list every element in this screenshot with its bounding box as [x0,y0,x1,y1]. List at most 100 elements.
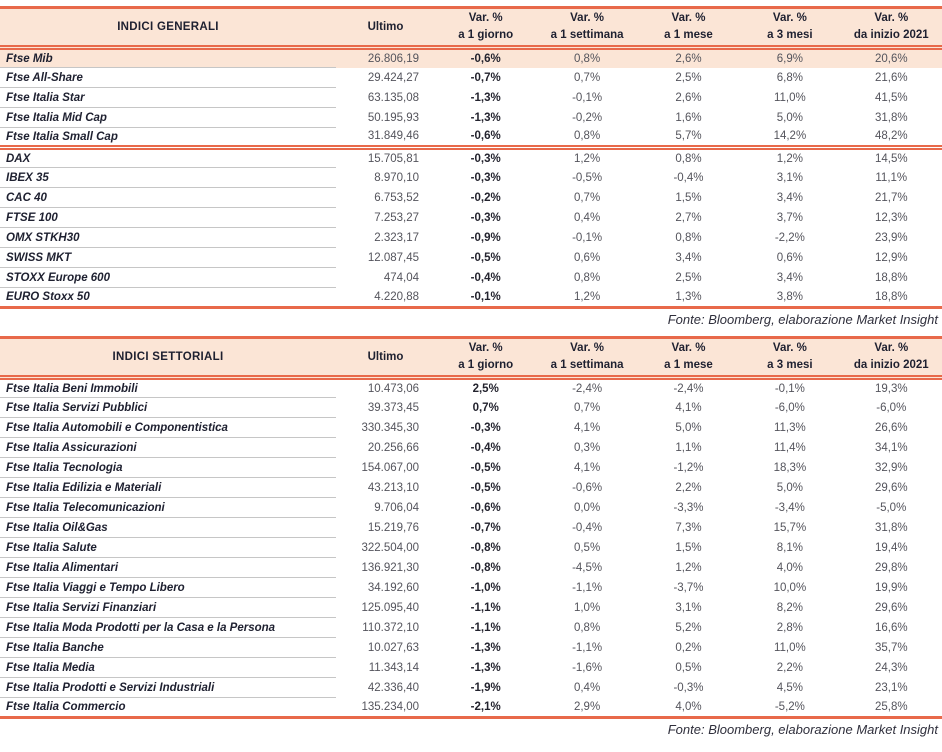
var-1-day: -1,3% [470,661,501,674]
var-1-month: 1,3% [675,290,702,303]
last-value: 9.706,04 [374,501,419,514]
index-name: Ftse Italia Servizi Finanziari [0,597,336,618]
var-ytd-2021: 35,7% [874,641,908,654]
index-name: Ftse All-Share [0,67,336,88]
var-1-week: 0,0% [573,501,601,514]
table-row: STOXX Europe 600 474,04 -0,4% 0,8% 2,5% … [0,267,942,288]
var-ytd-2021: 18,8% [874,271,908,284]
index-name: Ftse Italia Beni Immobili [0,377,336,398]
last-value: 15.219,76 [367,521,419,534]
var-1-day: -0,6% [470,501,501,514]
var-ytd-2021: 48,2% [874,130,908,143]
var-3-months: 6,8% [776,71,803,84]
last-value: 10.027,63 [367,641,419,654]
var-1-month: 1,6% [675,111,702,124]
table-row: CAC 40 6.753,52 -0,2% 0,7% 1,5% 3,4% 21,… [0,187,942,208]
var-ytd-2021: 14,5% [874,152,908,165]
var-3-months: 11,0% [773,91,806,104]
var-1-month: 5,7% [675,130,702,143]
table-row: Ftse Italia Small Cap 31.849,46 -0,6% 0,… [0,128,942,148]
var-ytd-2021: 12,9% [874,251,908,264]
italian-indices-group: Ftse Mib 26.806,19 -0,6% 0,8% 2,6% 6,9% … [0,47,942,148]
var-1-day: -0,3% [470,421,501,434]
last-value: 12.087,45 [367,251,419,264]
var-1-week: -0,4% [572,521,603,534]
var-1-month: 0,8% [675,152,702,165]
last-value: 8.970,10 [374,171,419,184]
var-3-months: -5,2% [774,700,805,713]
last-value: 125.095,40 [361,601,419,614]
var-3-months: 2,8% [776,621,803,634]
index-name: Ftse Italia Star [0,87,336,108]
last-value: 39.373,45 [367,401,419,414]
var-1-week: 0,8% [573,621,601,634]
var-3-months: -6,0% [774,401,805,414]
var-ytd-2021: 32,9% [874,461,908,474]
var-1-month: 3,1% [675,601,702,614]
table-row: Ftse Italia Alimentari 136.921,30 -0,8% … [0,557,942,578]
table-row: IBEX 35 8.970,10 -0,3% -0,5% -0,4% 3,1% … [0,167,942,188]
var-1-week: -0,2% [572,111,603,124]
last-value: 4.220,88 [374,290,419,303]
var-1-week: -1,1% [572,581,603,594]
var-1-month: 5,2% [675,621,702,634]
var-1-week: 0,5% [573,541,601,554]
table-row: EURO Stoxx 50 4.220,88 -0,1% 1,2% 1,3% 3… [0,288,942,308]
var-3-months: 5,0% [776,481,803,494]
table-title-settoriali: INDICI SETTORIALI [0,337,336,378]
index-name: FTSE 100 [0,207,336,228]
var-1-month: 3,4% [675,251,702,264]
var-1-week: 0,8% [573,130,601,143]
last-value: 20.256,66 [367,441,419,454]
var-ytd-2021: 19,9% [874,581,908,594]
col-header-var-3-mesi: Var. % a 3 mesi [739,337,841,378]
var-ytd-2021: 41,5% [874,91,908,104]
last-value: 11.343,14 [368,661,419,674]
index-name: Ftse Italia Oil&Gas [0,517,336,538]
var-1-week: 1,2% [573,152,601,165]
table-row: Ftse Italia Viaggi e Tempo Libero 34.192… [0,577,942,598]
index-name: Ftse Italia Salute [0,537,336,558]
index-name: Ftse Italia Edilizia e Materiali [0,477,336,498]
var-1-day: -0,8% [470,541,501,554]
index-name: Ftse Italia Small Cap [6,130,118,143]
var-ytd-2021: 21,6% [874,71,908,84]
sector-indices-group: Ftse Italia Beni Immobili 10.473,06 2,5%… [0,377,942,718]
var-1-week: -0,6% [572,481,603,494]
last-value: 6.753,52 [374,191,419,204]
col-header-ultimo: Ultimo [336,337,435,378]
var-3-months: 10,0% [773,581,807,594]
last-value: 7.253,27 [374,211,419,224]
last-value: 63.135,08 [367,91,419,104]
table-row: FTSE 100 7.253,27 -0,3% 0,4% 2,7% 3,7% 1… [0,207,942,228]
var-1-week: 2,9% [573,700,601,713]
var-3-months: 1,2% [776,152,803,165]
col-header-ultimo: Ultimo [336,7,435,48]
var-1-week: -1,1% [572,641,603,654]
var-1-month: 0,2% [675,641,702,654]
var-ytd-2021: 16,6% [874,621,908,634]
var-ytd-2021: 18,8% [874,290,908,303]
var-1-month: 0,5% [675,661,702,674]
var-3-months: 6,9% [739,47,841,68]
index-name: OMX STKH30 [0,227,336,248]
var-1-day: -0,7% [470,71,501,84]
index-name: Ftse Italia Prodotti e Servizi Industria… [0,677,336,698]
var-1-week: 0,8% [536,47,638,68]
last-value: 136.921,30 [361,561,419,574]
var-3-months: 3,1% [776,171,803,184]
var-1-month: 4,1% [675,401,702,414]
var-1-week: 0,6% [573,251,601,264]
var-3-months: 14,2% [773,130,807,143]
last-value: 474,04 [383,271,419,284]
col-header-var-3-mesi: Var. % a 3 mesi [739,7,841,48]
var-3-months: 4,0% [776,561,803,574]
var-1-month: -3,3% [673,501,704,514]
var-1-month: -3,7% [673,581,704,594]
last-value: 2.323,17 [374,231,419,244]
european-indices-group: DAX 15.705,81 -0,3% 1,2% 0,8% 1,2% 14,5%… [0,147,942,308]
var-ytd-2021: -5,0% [876,501,907,514]
general-indices-table: INDICI GENERALI Ultimo Var. % a 1 giorno… [0,6,942,309]
last-value: 330.345,30 [361,421,419,434]
